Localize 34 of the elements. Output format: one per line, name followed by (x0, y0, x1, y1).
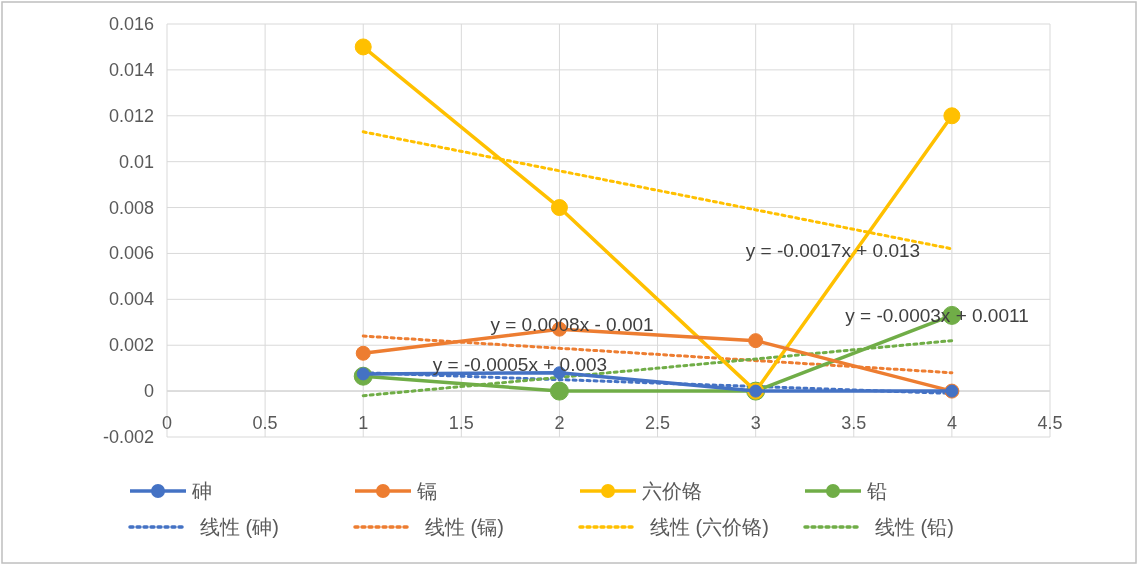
x-tick-label: 1.5 (448, 413, 474, 434)
x-tick-label: 2.5 (645, 413, 671, 434)
legend-label: 砷 (191, 480, 212, 502)
y-tick-label: -0.002 (102, 427, 154, 447)
x-tick-label: 4.5 (1037, 413, 1063, 434)
x-tick-label: 3.5 (841, 413, 867, 434)
x-tick-label: 0.5 (252, 413, 278, 434)
y-tick-label: 0.006 (108, 243, 154, 264)
annotation: y = -0.0017x + 0.013 (745, 240, 921, 261)
y-tick-label: 0.014 (108, 59, 154, 80)
legend-砷: 砷 (130, 480, 212, 502)
legend-label: 线性 (铅) (875, 516, 954, 538)
annotation: y = -0.0005x + 0.003 (432, 354, 608, 375)
legend-label: 铅 (866, 480, 887, 502)
y-tick-label: 0.004 (108, 289, 154, 310)
legend-label: 线性 (镉) (425, 516, 504, 538)
legend-label: 镉 (416, 480, 437, 502)
y-tick-label: 0.008 (108, 197, 154, 218)
y-tick-label: 0.012 (108, 105, 154, 126)
legend-镉: 镉 (355, 480, 437, 502)
y-tick-label: 0 (143, 381, 154, 402)
x-tick-label: 4 (946, 413, 957, 434)
x-tick-label: 2 (554, 413, 565, 434)
y-tick-label: 0.002 (108, 335, 154, 356)
y-tick-label: 0.016 (108, 14, 154, 34)
legend-label: 六价铬 (642, 480, 702, 502)
x-tick-label: 3 (750, 413, 761, 434)
x-tick-label: 1 (358, 413, 369, 434)
y-tick-label: 0.01 (118, 151, 154, 172)
legend-label: 线性 (砷) (200, 516, 279, 538)
legend-label: 线性 (六价铬) (650, 516, 769, 538)
legend-六价铬: 六价铬 (580, 480, 702, 502)
x-tick-label: 0 (161, 413, 173, 434)
legend-铅: 铅 (805, 480, 887, 502)
